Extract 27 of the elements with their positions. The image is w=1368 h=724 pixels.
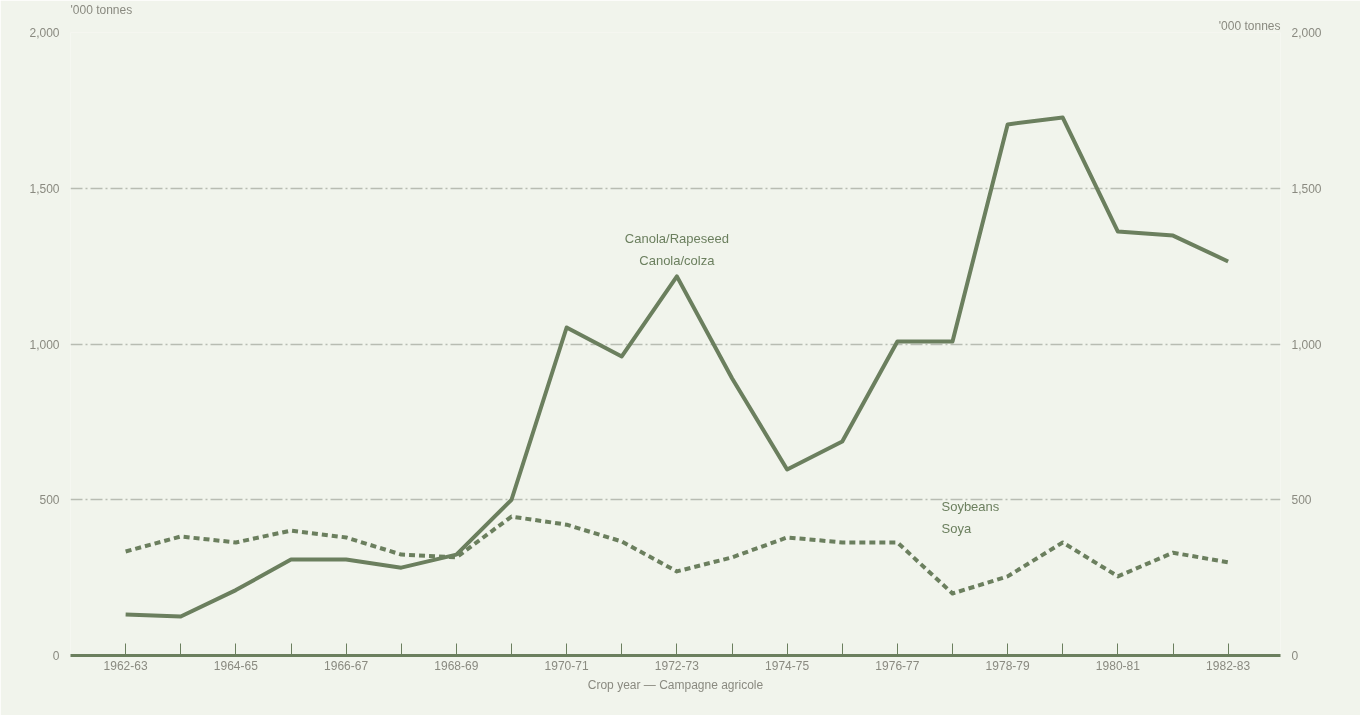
y2-tick-label: 500 [1291,493,1312,508]
text: Soybeans Soya [941,498,1000,537]
x-tick-label: 1972-73 [654,658,700,673]
x-tick-label: 1968-69 [434,658,479,673]
x-axis-title: Crop year — Campagne agricole [587,677,764,692]
y-tick-label: 500 [39,493,60,508]
y-axis-title: '000 tonnes [70,2,133,17]
text: Canola/Rapeseed Canola/colza [624,230,729,269]
y-tick-label: 1,000 [29,337,60,352]
y2-tick-label: 1,500 [1291,181,1322,196]
x-tick-label: 1964-65 [213,658,259,673]
x-tick-label: 1966-67 [324,658,369,673]
y2-axis-title: '000 tonnes [1218,18,1281,33]
y2-tick-label: 1,000 [1291,337,1322,352]
x-tick-label: 1980-81 [1095,658,1141,673]
line-series [123,115,1231,619]
x-tick-label: 1962-63 [103,658,148,673]
x-tick-label: 1978-79 [985,658,1030,673]
x-tick-label: 1974-75 [765,658,810,673]
y2-tick-label: 0 [1291,649,1299,663]
y-tick-label: 0 [52,649,60,663]
y-tick-label: 2,000 [29,26,60,40]
x-tick-label: 1976-77 [875,658,920,673]
y-tick-label: 1,500 [29,181,60,196]
x-tick-label: 1982-83 [1206,658,1251,673]
y2-tick-label: 2,000 [1291,26,1322,40]
x-tick-label: 1970-71 [544,658,589,673]
